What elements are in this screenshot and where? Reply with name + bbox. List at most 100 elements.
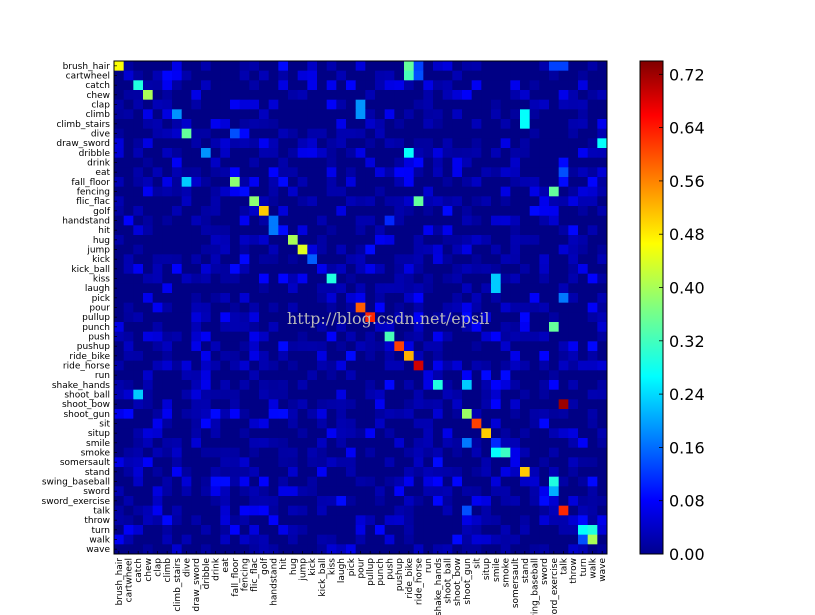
- heatmap-cell: [259, 467, 270, 478]
- heatmap-cell: [549, 70, 560, 81]
- heatmap-cell: [471, 254, 482, 265]
- heatmap-cell: [510, 80, 521, 91]
- heatmap-cell: [181, 225, 192, 236]
- heatmap-cell: [365, 534, 376, 545]
- heatmap-cell: [201, 525, 212, 536]
- heatmap-cell: [346, 157, 357, 168]
- heatmap-cell: [375, 341, 386, 352]
- heatmap-cell: [278, 293, 289, 304]
- heatmap-cell: [442, 476, 453, 487]
- column-label: sit: [473, 558, 483, 569]
- heatmap-cell: [529, 186, 540, 197]
- row-label: eat: [95, 168, 110, 178]
- heatmap-cell: [143, 457, 154, 468]
- heatmap-cell: [249, 476, 260, 487]
- heatmap-cell: [384, 80, 395, 91]
- heatmap-cell: [568, 409, 579, 420]
- heatmap-cell: [181, 534, 192, 545]
- heatmap-cell: [152, 157, 163, 168]
- heatmap-cell: [375, 119, 386, 130]
- heatmap-cell: [404, 457, 415, 468]
- heatmap-cell: [143, 109, 154, 120]
- heatmap-cell: [278, 283, 289, 294]
- heatmap-cell: [210, 61, 221, 72]
- heatmap-cell: [558, 409, 569, 420]
- heatmap-cell: [413, 380, 424, 391]
- heatmap-cell: [249, 360, 260, 371]
- heatmap-cell: [471, 467, 482, 478]
- heatmap-cell: [442, 302, 453, 313]
- heatmap-cell: [520, 109, 531, 120]
- row-label: sword_exercise: [42, 497, 111, 507]
- heatmap-cell: [210, 331, 221, 342]
- heatmap-cell: [123, 302, 134, 313]
- heatmap-cell: [239, 312, 250, 323]
- heatmap-cell: [529, 138, 540, 149]
- heatmap-cell: [259, 148, 270, 159]
- heatmap-cell: [336, 90, 347, 101]
- heatmap-cell: [375, 496, 386, 507]
- heatmap-cell: [210, 109, 221, 120]
- heatmap-cell: [220, 525, 231, 536]
- heatmap-cell: [268, 215, 279, 226]
- heatmap-cell: [220, 418, 231, 429]
- heatmap-cell: [442, 418, 453, 429]
- heatmap-cell: [384, 496, 395, 507]
- heatmap-cell: [558, 399, 569, 410]
- heatmap-cell: [365, 418, 376, 429]
- heatmap-cell: [384, 196, 395, 207]
- heatmap-cell: [578, 360, 589, 371]
- heatmap-cell: [394, 447, 405, 458]
- heatmap-cell: [181, 128, 192, 139]
- heatmap-cell: [471, 486, 482, 497]
- colorbar-tick-label: 0.32: [669, 332, 705, 351]
- heatmap-cell: [462, 225, 473, 236]
- heatmap-cell: [423, 196, 434, 207]
- heatmap-cell: [452, 90, 463, 101]
- heatmap-cell: [220, 215, 231, 226]
- heatmap-cell: [375, 99, 386, 110]
- heatmap-cell: [201, 90, 212, 101]
- heatmap-cell: [568, 119, 579, 130]
- heatmap-cell: [123, 467, 134, 478]
- heatmap-cell: [220, 515, 231, 526]
- heatmap-cell: [520, 438, 531, 449]
- heatmap-cell: [558, 302, 569, 313]
- colorbar-tick-label: 0.48: [669, 225, 705, 244]
- row-label: draw_sword: [56, 139, 110, 149]
- heatmap-cell: [172, 525, 183, 536]
- heatmap-cell: [481, 157, 492, 168]
- heatmap-cell: [549, 293, 560, 304]
- heatmap-cell: [268, 254, 279, 265]
- heatmap-cell: [404, 61, 415, 72]
- heatmap-cell: [307, 177, 318, 188]
- heatmap-cell: [210, 302, 221, 313]
- heatmap-cell: [549, 157, 560, 168]
- heatmap-cell: [317, 235, 328, 246]
- heatmap-cell: [375, 235, 386, 246]
- heatmap-cell: [268, 399, 279, 410]
- heatmap-cell: [307, 312, 318, 323]
- heatmap-cell: [181, 215, 192, 226]
- heatmap-cell: [597, 167, 608, 178]
- heatmap-cell: [452, 196, 463, 207]
- heatmap-cell: [133, 264, 144, 275]
- heatmap-cell: [471, 409, 482, 420]
- heatmap-cell: [394, 312, 405, 323]
- heatmap-cell: [249, 196, 260, 207]
- heatmap-cell: [317, 341, 328, 352]
- heatmap-cell: [384, 418, 395, 429]
- heatmap-cell: [404, 264, 415, 275]
- heatmap-cell: [491, 389, 502, 400]
- heatmap-cell: [539, 476, 550, 487]
- heatmap-cell: [375, 80, 386, 91]
- heatmap-cell: [549, 196, 560, 207]
- heatmap-cell: [268, 476, 279, 487]
- heatmap-cell: [317, 138, 328, 149]
- heatmap-cell: [587, 128, 598, 139]
- heatmap-cell: [375, 138, 386, 149]
- heatmap-cell: [510, 370, 521, 381]
- heatmap-cell: [578, 119, 589, 130]
- heatmap-cell: [587, 99, 598, 110]
- row-label: kick: [92, 255, 111, 265]
